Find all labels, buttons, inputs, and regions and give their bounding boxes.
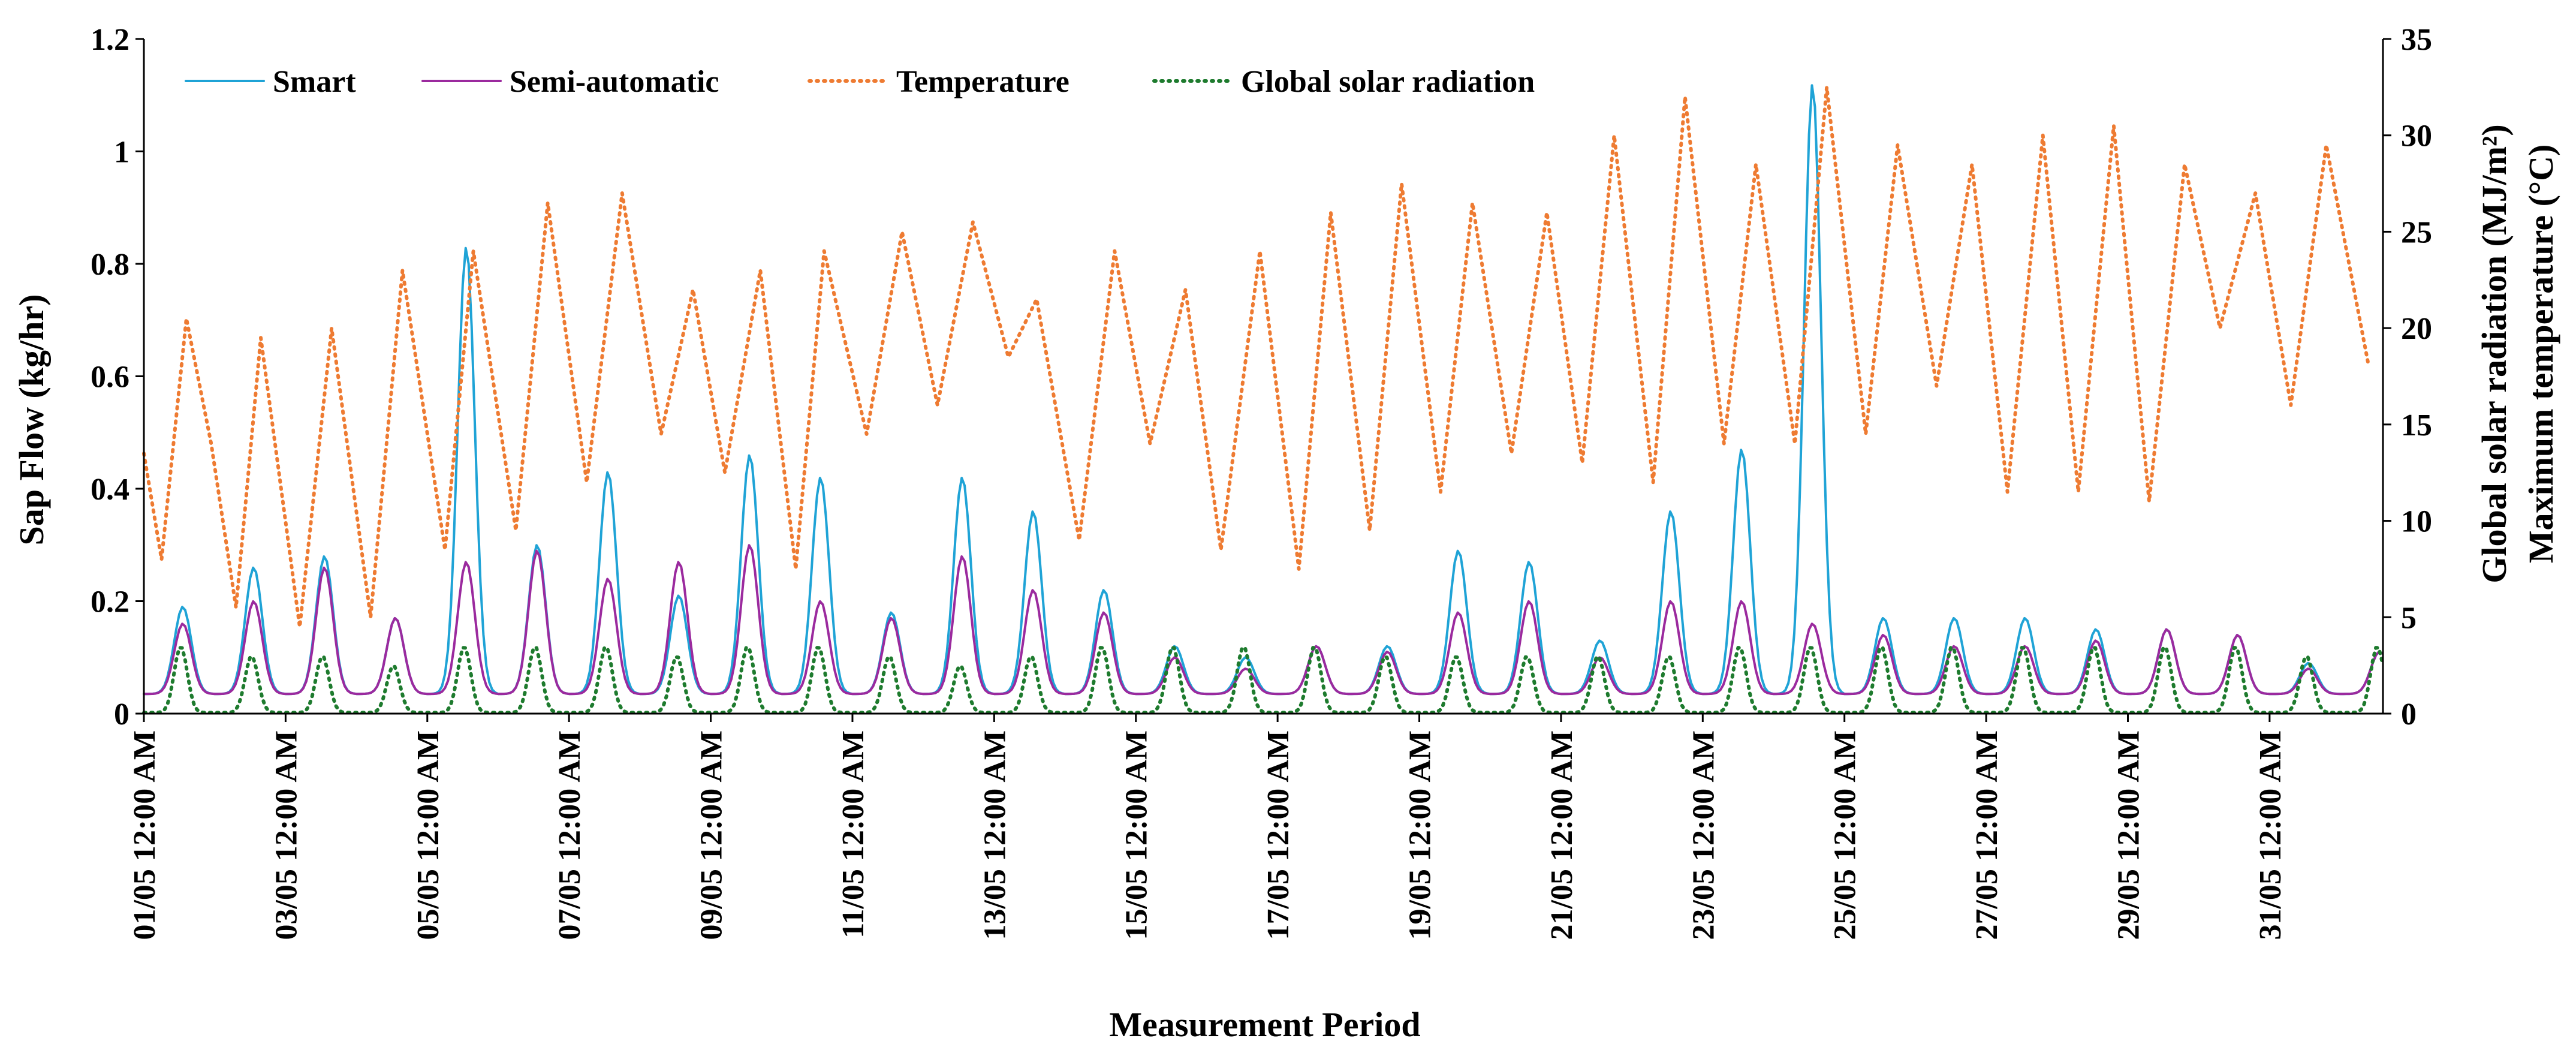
- legend-label-semi-automatic: Semi-automatic: [510, 65, 719, 99]
- x-tick-label: 15/05 12:00 AM: [1120, 730, 1154, 940]
- x-tick-label: 05/05 12:00 AM: [411, 730, 445, 940]
- y-axis-title-right-1: Global solar radiation (MJ/m²): [2475, 124, 2514, 583]
- y-axis-title-left: Sap Flow (kg/hr): [12, 294, 51, 546]
- y-tick-label-left: 0: [114, 697, 129, 732]
- series-line-global-solar-radiation: [142, 646, 2384, 715]
- x-tick-label: 03/05 12:00 AM: [269, 730, 303, 940]
- y-tick-label-right: 5: [2401, 601, 2417, 635]
- x-tick-label: 23/05 12:00 AM: [1686, 730, 1721, 940]
- legend-label-smart: Smart: [273, 65, 356, 99]
- y-tick-label-right: 35: [2401, 23, 2432, 57]
- y-axis-title-right-2: Maximum temperature (°C): [2521, 145, 2560, 564]
- series-line-semi-automatic: [143, 544, 2383, 696]
- x-tick-label: 19/05 12:00 AM: [1403, 730, 1438, 940]
- x-tick-label: 29/05 12:00 AM: [2111, 730, 2146, 940]
- x-tick-label: 25/05 12:00 AM: [1828, 730, 1863, 940]
- axes: 0 0.2 0.4 0.6 0.8 1 1.2 0 5 10 15 20 25 30 35 01/05 12:…: [91, 23, 2432, 940]
- y-tick-label-right: 25: [2401, 215, 2432, 249]
- y-tick-label-right: 15: [2401, 408, 2432, 443]
- x-tick-label: 07/05 12:00 AM: [553, 730, 587, 940]
- x-tick-label: 17/05 12:00 AM: [1261, 730, 1295, 940]
- y-tick-label-right: 20: [2401, 312, 2432, 346]
- y-tick-label-left: 0.4: [91, 473, 129, 507]
- legend-label-global-solar-radiation: Global solar radiation: [1241, 65, 1535, 99]
- plot-lines: [142, 84, 2384, 715]
- x-tick-label: 01/05 12:00 AM: [128, 730, 162, 940]
- y-tick-label-left: 1.2: [91, 23, 129, 57]
- y-tick-label-right: 0: [2401, 697, 2417, 732]
- series-line-temperature: [142, 85, 2371, 629]
- legend: Smart Semi-automatic Temperature Global sol…: [185, 65, 1535, 99]
- y-tick-label-right: 30: [2401, 119, 2432, 154]
- y-tick-label-left: 1: [114, 136, 129, 170]
- axis-titles: Measurement Period Sap Flow (kg/hr) Glob…: [12, 124, 2560, 1044]
- x-tick-label: 31/05 12:00 AM: [2253, 730, 2288, 940]
- x-tick-label: 09/05 12:00 AM: [695, 730, 729, 940]
- x-axis-title: Measurement Period: [1109, 1005, 1420, 1044]
- y-tick-label-left: 0.2: [91, 585, 129, 619]
- legend-label-temperature: Temperature: [896, 65, 1069, 99]
- y-tick-label-left: 0.6: [91, 360, 129, 395]
- x-tick-label: 27/05 12:00 AM: [1970, 730, 2004, 940]
- x-tick-label: 11/05 12:00 AM: [836, 730, 870, 938]
- x-tick-label: 21/05 12:00 AM: [1545, 730, 1579, 940]
- series-line-smart: [143, 84, 2383, 696]
- y-tick-label-right: 10: [2401, 505, 2432, 539]
- x-tick-label: 13/05 12:00 AM: [978, 730, 1012, 940]
- y-tick-label-left: 0.8: [91, 248, 129, 282]
